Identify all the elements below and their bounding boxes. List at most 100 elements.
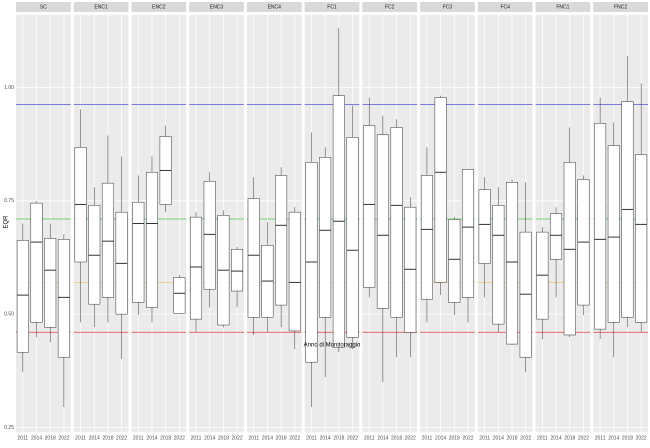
x-tick-label: 2018 [218, 435, 229, 441]
x-tick-label: 2022 [347, 435, 358, 441]
x-tick-label: 2014 [493, 435, 504, 441]
box [30, 202, 43, 323]
box [275, 175, 288, 306]
x-tick-label: 2018 [391, 435, 402, 441]
x-tick-label: 2011 [17, 435, 28, 441]
strip [362, 2, 418, 12]
x-tick-label: 2014 [608, 435, 619, 441]
x-tick-label: 2011 [364, 435, 375, 441]
x-tick-label: 2018 [160, 435, 171, 441]
box [478, 189, 491, 264]
x-tick-label: 2018 [449, 435, 460, 441]
x-tick-label: 2022 [405, 435, 416, 441]
box [132, 201, 145, 303]
strip [304, 2, 360, 12]
box [319, 157, 332, 318]
x-tick-label: 2011 [191, 435, 202, 441]
box [448, 219, 461, 303]
strip [189, 2, 244, 12]
y-tick-label: 0.75 [4, 198, 14, 204]
x-tick-label: 2011 [595, 435, 606, 441]
x-tick-label: 2018 [622, 435, 633, 441]
x-tick-label: 2014 [320, 435, 331, 441]
strip [420, 2, 475, 12]
x-tick-label: 2014 [89, 435, 100, 441]
facet-label: FC1 [327, 4, 337, 10]
box [594, 123, 607, 330]
x-tick-label: 2018 [276, 435, 287, 441]
x-tick-label: 2022 [578, 435, 589, 441]
x-tick-label: 2011 [479, 435, 490, 441]
facet-label: ENC1 [94, 4, 108, 10]
x-tick-label: 2022 [232, 435, 243, 441]
box [635, 154, 648, 323]
facet-label: FNC2 [614, 4, 627, 10]
box [607, 145, 620, 323]
x-tick-label: 2018 [333, 435, 344, 441]
facet-label: FC4 [500, 4, 510, 10]
box [492, 205, 505, 325]
y-tick-label: 1.00 [4, 85, 14, 91]
x-tick-label: 2018 [564, 435, 575, 441]
box [550, 213, 563, 260]
box [101, 182, 114, 298]
box [288, 211, 301, 332]
strip [131, 2, 187, 12]
x-tick-label: 2011 [75, 435, 86, 441]
x-tick-label: 2022 [289, 435, 300, 441]
x-tick-label: 2011 [306, 435, 317, 441]
box [16, 240, 29, 353]
strip [246, 2, 302, 12]
x-tick-label: 2022 [116, 435, 127, 441]
strip [16, 2, 71, 12]
x-tick-label: 2014 [262, 435, 273, 441]
box [346, 137, 359, 338]
box [57, 239, 70, 358]
facet-label: SC [40, 4, 47, 10]
box [203, 181, 216, 290]
y-tick-label: 0.50 [4, 311, 14, 317]
strip [73, 2, 129, 12]
box [44, 238, 57, 328]
x-tick-label: 2018 [45, 435, 56, 441]
x-tick-label: 2022 [636, 435, 647, 441]
box [434, 97, 447, 283]
x-tick-label: 2022 [174, 435, 185, 441]
x-tick-label: 2011 [422, 435, 433, 441]
box [190, 216, 203, 320]
box [231, 249, 244, 292]
box [563, 162, 576, 336]
box [376, 134, 389, 309]
x-tick-label: 2014 [377, 435, 388, 441]
facet-label: FC2 [385, 4, 395, 10]
box [173, 277, 186, 314]
x-tick-label: 2011 [248, 435, 259, 441]
x-tick-label: 2011 [133, 435, 144, 441]
x-tick-label: 2014 [31, 435, 42, 441]
box [390, 127, 403, 318]
facet-label: ENC4 [268, 4, 282, 10]
x-tick-label: 2018 [102, 435, 113, 441]
box [461, 169, 474, 298]
box [363, 125, 376, 288]
facet-label: ENC2 [152, 4, 166, 10]
box [506, 182, 519, 345]
y-tick-label: 0.25 [4, 425, 14, 431]
facet-label: FNC1 [556, 4, 569, 10]
box [420, 175, 433, 300]
strip [535, 2, 591, 12]
x-tick-label: 2018 [506, 435, 517, 441]
x-tick-label: 2022 [462, 435, 473, 441]
facet-label: FC3 [443, 4, 453, 10]
x-axis-title: Anno di Monitoraggio [304, 343, 361, 349]
x-tick-label: 2022 [520, 435, 531, 441]
strip [593, 2, 648, 12]
facet-label: ENC3 [210, 4, 224, 10]
x-tick-label: 2014 [551, 435, 562, 441]
y-axis-title: EQR [4, 215, 10, 229]
box [247, 198, 260, 318]
x-tick-label: 2014 [435, 435, 446, 441]
x-tick-label: 2022 [58, 435, 69, 441]
x-tick-label: 2014 [204, 435, 215, 441]
